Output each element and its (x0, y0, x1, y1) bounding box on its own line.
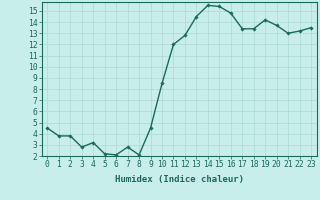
X-axis label: Humidex (Indice chaleur): Humidex (Indice chaleur) (115, 175, 244, 184)
